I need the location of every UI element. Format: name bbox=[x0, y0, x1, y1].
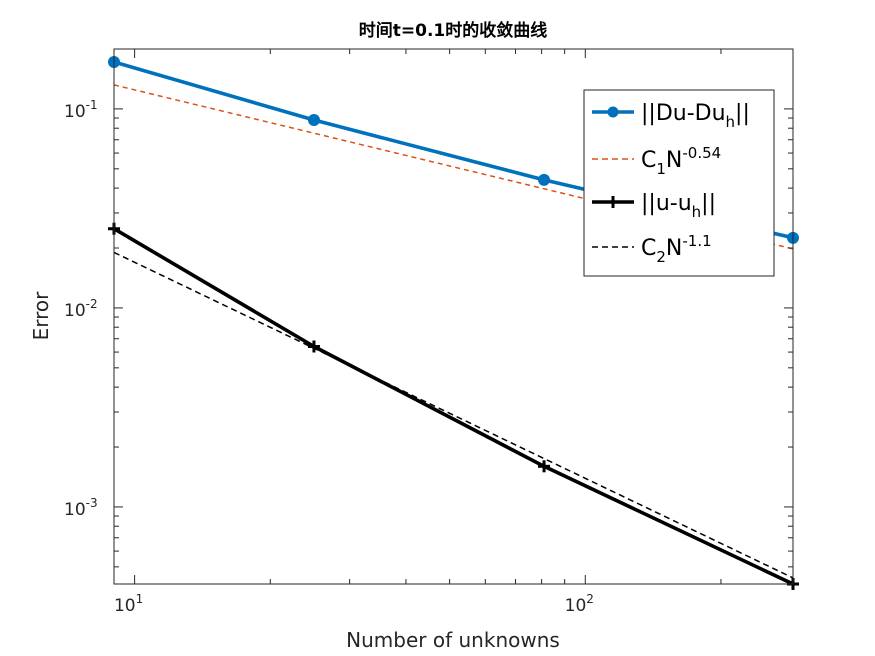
y-tick-exp: -1 bbox=[86, 98, 98, 112]
legend-main: C bbox=[641, 236, 656, 261]
data-point-2-1 bbox=[307, 340, 320, 353]
legend-after: || bbox=[701, 191, 716, 216]
legend-mid: N bbox=[666, 148, 682, 173]
legend-label-0: ||Du-Duh|| bbox=[641, 101, 750, 131]
y-tick-exp: -3 bbox=[86, 496, 98, 510]
legend-label-1: C1N-0.54 bbox=[641, 144, 721, 178]
y-tick-base: 10 bbox=[64, 301, 86, 321]
series-line-3 bbox=[113, 251, 794, 579]
x-tick-exp: 2 bbox=[586, 592, 594, 606]
x-tick-label: 102 bbox=[565, 592, 594, 616]
y-tick-base: 10 bbox=[64, 500, 86, 520]
chart-title: 时间t=0.1时的收敛曲线 bbox=[359, 20, 548, 41]
legend-entry-0: ||Du-Duh|| bbox=[592, 101, 750, 131]
legend-mid: N bbox=[666, 236, 682, 261]
legend-subscript: 2 bbox=[656, 248, 666, 266]
x-axis-label: Number of unknowns bbox=[346, 628, 560, 652]
legend-box bbox=[583, 89, 775, 277]
data-point-0-1 bbox=[307, 113, 320, 126]
data-point-0-2 bbox=[538, 173, 551, 186]
legend-subscript: h bbox=[726, 113, 736, 131]
y-tick-label: 10-3 bbox=[64, 496, 98, 520]
legend-main: C bbox=[641, 148, 656, 173]
x-tick-label: 101 bbox=[114, 592, 143, 616]
series-3 bbox=[113, 251, 794, 579]
legend-entry-2: ||u-uh|| bbox=[592, 191, 716, 221]
legend-entry-3: C2N-1.1 bbox=[592, 232, 712, 266]
x-tick-base: 10 bbox=[565, 596, 587, 616]
legend-entry-1: C1N-0.54 bbox=[592, 144, 721, 178]
data-point-2-2 bbox=[538, 460, 551, 473]
legend-main: ||u-u bbox=[641, 191, 692, 216]
legend-superscript: -1.1 bbox=[682, 232, 711, 250]
legend-label-2: ||u-uh|| bbox=[641, 191, 716, 221]
x-tick-base: 10 bbox=[114, 596, 136, 616]
y-tick-label: 10-1 bbox=[64, 98, 98, 122]
y-tick-base: 10 bbox=[64, 102, 86, 122]
legend-marker-0 bbox=[607, 106, 619, 118]
legend-superscript: -0.54 bbox=[682, 144, 721, 162]
series-line-2 bbox=[113, 227, 794, 586]
legend-subscript: 1 bbox=[656, 160, 666, 178]
legend: ||Du-Duh||C1N-0.54||u-uh||C2N-1.1 bbox=[583, 89, 775, 277]
x-tick-exp: 1 bbox=[136, 592, 144, 606]
y-tick-label: 10-2 bbox=[64, 297, 98, 321]
legend-subscript: h bbox=[692, 203, 702, 221]
y-tick-exp: -2 bbox=[86, 297, 98, 311]
legend-main: ||Du-Du bbox=[641, 101, 726, 126]
legend-after: || bbox=[735, 101, 750, 126]
y-axis-label: Error bbox=[29, 291, 53, 341]
legend-label-3: C2N-1.1 bbox=[641, 232, 712, 266]
plot-frame bbox=[113, 48, 794, 585]
